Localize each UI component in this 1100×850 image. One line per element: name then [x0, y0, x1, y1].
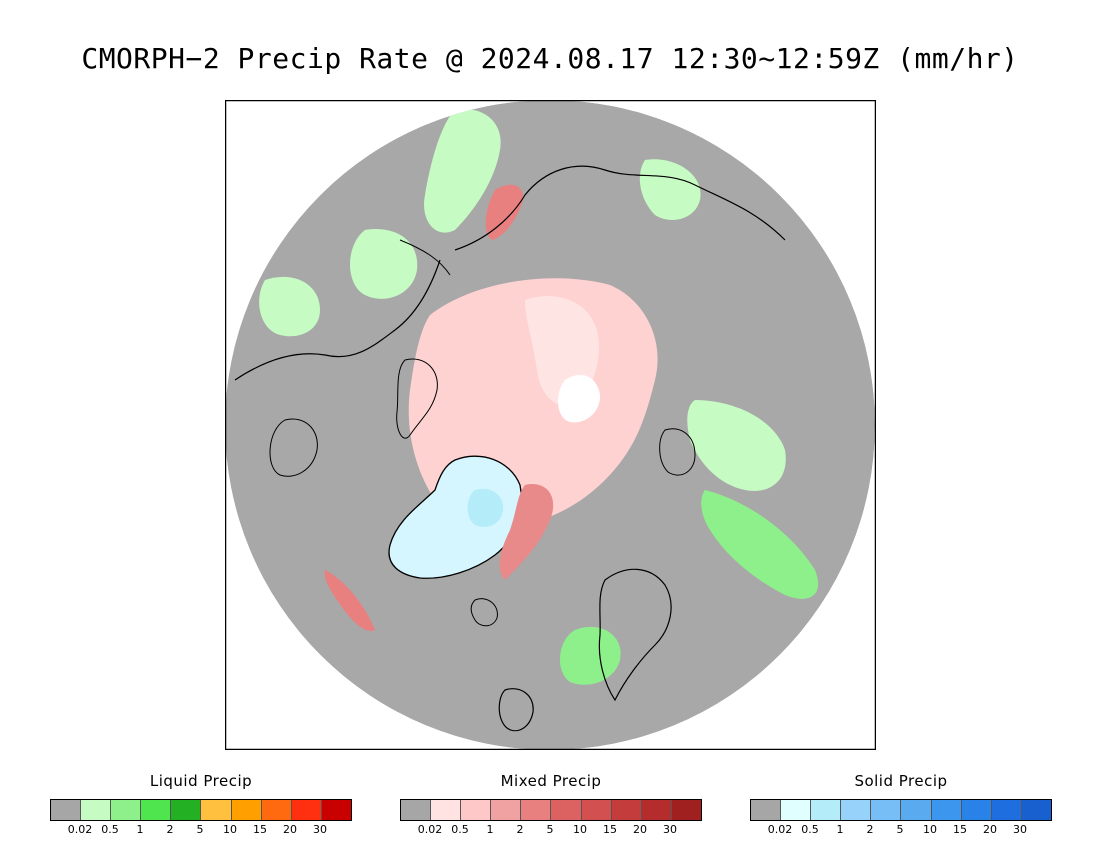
legend-tick-label: 0.02: [417, 823, 443, 836]
legend-tick-label: 20: [633, 823, 647, 836]
legend-swatch: [81, 800, 112, 820]
legend-swatch: [641, 800, 672, 820]
coast-scandinavia: [598, 568, 672, 702]
legend-liquid-title: Liquid Precip: [149, 772, 253, 790]
precip-map: [225, 100, 876, 750]
legend-swatch: [291, 800, 322, 820]
legend-tick-label: 1: [836, 823, 844, 836]
legend-mixed-title: Mixed Precip: [500, 772, 602, 790]
legend-tick-label: 20: [983, 823, 997, 836]
legend-swatch: [521, 800, 552, 820]
legend-tick-label: 1: [136, 823, 144, 836]
mixed-streak-bering: [485, 184, 524, 240]
legend-tick-label: 5: [196, 823, 204, 836]
coast-british-isles: [498, 688, 534, 732]
legend-swatch: [171, 800, 202, 820]
map-title: CMORPH−2 Precip Rate @ 2024.08.17 12:30~…: [81, 42, 1019, 75]
legend-solid-title: Solid Precip: [854, 772, 948, 790]
liquid-precip-canada: [259, 276, 320, 337]
legend-tick-label: 0.5: [801, 823, 819, 836]
legend-tick-label: 2: [866, 823, 874, 836]
legend-tick-label: 30: [1013, 823, 1027, 836]
legend-mixed-colorbar: [400, 799, 702, 821]
legend-liquid-ticks: 0.02 0.5 1 2 5 10 15 20 30: [50, 821, 352, 836]
legend-tick-label: 1: [486, 823, 494, 836]
legend-tick-label: 10: [223, 823, 237, 836]
liquid-precip-north-atlantic-east: [687, 400, 786, 491]
liquid-precip-siberia: [424, 109, 501, 233]
legend-swatch: [261, 800, 292, 820]
polar-disc: [225, 100, 875, 750]
legend-swatch: [871, 800, 902, 820]
legend-swatch: [141, 800, 172, 820]
legend-swatch: [811, 800, 842, 820]
legend-swatch: [111, 800, 142, 820]
greenland-solid-core: [467, 488, 504, 527]
legend-tick-label: 2: [516, 823, 524, 836]
legend-tick-label: 15: [253, 823, 267, 836]
coast-iceland: [470, 598, 498, 627]
liquid-precip-europe: [701, 490, 819, 599]
north-pole-gap: [558, 375, 601, 423]
legend-swatch: [431, 800, 462, 820]
legend-swatch: [901, 800, 932, 820]
legend-swatch: [1021, 800, 1051, 820]
coast-novaya-zemlya: [659, 428, 696, 476]
legend-mixed-ticks: 0.02 0.5 1 2 5 10 15 20 30: [400, 821, 702, 836]
liquid-precip-scandinavia: [559, 626, 621, 685]
legend-swatch: [611, 800, 642, 820]
legend-tick-label: 15: [953, 823, 967, 836]
legend-swatch: [321, 800, 351, 820]
coast-arctic-archipelago: [396, 358, 438, 439]
legend-swatch: [491, 800, 522, 820]
liquid-precip-alaska: [350, 229, 418, 299]
legend-swatch: [671, 800, 701, 820]
legend-liquid: Liquid Precip 0.02 0.5 1 2 5 10 15 20 30: [50, 772, 352, 836]
legend-tick-label: 15: [603, 823, 617, 836]
map-border: [225, 100, 876, 750]
greenland-coast: [388, 455, 522, 579]
legend-tick-label: 30: [663, 823, 677, 836]
legend-liquid-colorbar: [50, 799, 352, 821]
coast-canada: [234, 259, 441, 381]
legend-tick-label: 20: [283, 823, 297, 836]
legend-tick-label: 0.02: [67, 823, 93, 836]
legend-swatch: [551, 800, 582, 820]
legend-swatch: [751, 800, 782, 820]
legend-tick-label: 5: [546, 823, 554, 836]
legend-swatch: [961, 800, 992, 820]
legend-swatch: [51, 800, 82, 820]
legend-mixed: Mixed Precip 0.02 0.5 1 2 5 10 15 20 30: [400, 772, 702, 836]
legend-tick-label: 2: [166, 823, 174, 836]
coast-alaska-border: [399, 239, 451, 276]
mixed-streak-labrador: [324, 570, 375, 631]
legend-swatch: [841, 800, 872, 820]
liquid-precip-far-east: [639, 159, 701, 220]
mixed-band-east-greenland: [499, 484, 554, 580]
legend-swatch: [231, 800, 262, 820]
legend-tick-label: 30: [313, 823, 327, 836]
legend-swatch: [991, 800, 1022, 820]
legend-swatch: [581, 800, 612, 820]
legend-solid: Solid Precip 0.02 0.5 1 2 5 10 15 20 30: [750, 772, 1052, 836]
legend-swatch: [401, 800, 432, 820]
legend-tick-label: 0.02: [767, 823, 793, 836]
legend-tick-label: 0.5: [451, 823, 469, 836]
legend-swatch: [201, 800, 232, 820]
legend-tick-label: 0.5: [101, 823, 119, 836]
coast-hudson-bay: [269, 418, 318, 477]
legend-solid-ticks: 0.02 0.5 1 2 5 10 15 20 30: [750, 821, 1052, 836]
legend-tick-label: 10: [923, 823, 937, 836]
legend-tick-label: 10: [573, 823, 587, 836]
legend-swatch: [461, 800, 492, 820]
legend-solid-colorbar: [750, 799, 1052, 821]
legend-swatch: [781, 800, 812, 820]
greenland-solid-precip: [389, 456, 522, 579]
legend-tick-label: 5: [896, 823, 904, 836]
coast-siberia: [454, 165, 786, 251]
legend-swatch: [931, 800, 962, 820]
